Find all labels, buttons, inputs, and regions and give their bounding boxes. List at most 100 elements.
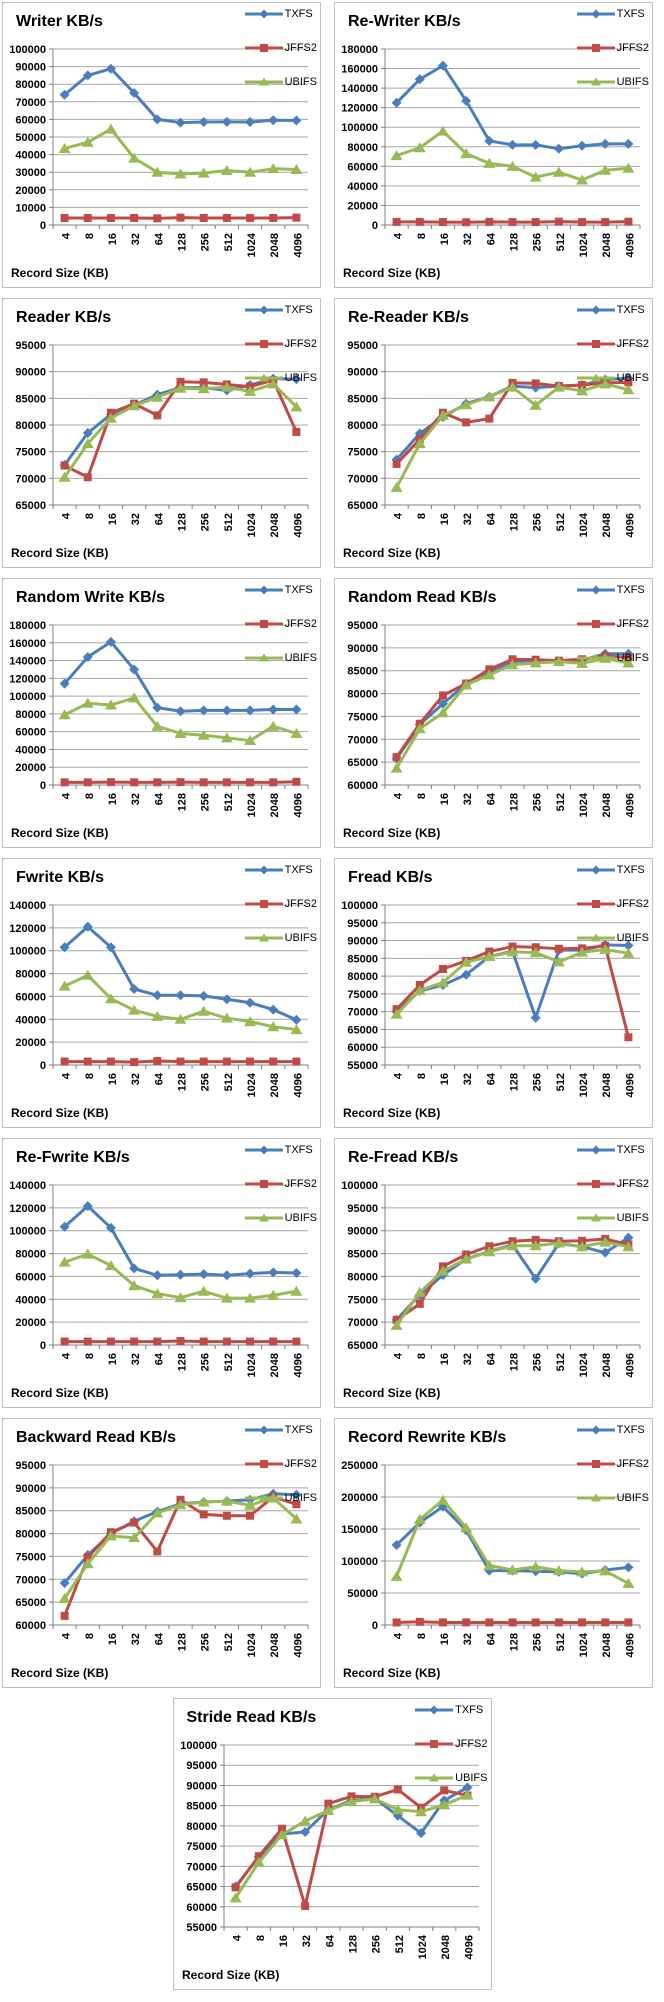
- svg-text:8: 8: [254, 1935, 266, 1941]
- legend-label: UBIFS: [616, 652, 649, 664]
- legend-item-txfs: TXFS: [576, 864, 649, 876]
- svg-text:8: 8: [416, 1633, 428, 1639]
- svg-text:60000: 60000: [347, 1042, 378, 1054]
- legend-key-triangle-icon: [576, 1213, 615, 1222]
- svg-text:2048: 2048: [269, 1633, 281, 1657]
- svg-text:70000: 70000: [347, 473, 378, 485]
- svg-text:128: 128: [509, 793, 521, 811]
- chart-fread: 55000 60000 65000 70000 75000 80000 85000 90000…: [334, 858, 653, 1128]
- svg-text:80000: 80000: [15, 420, 46, 432]
- svg-text:60000: 60000: [15, 114, 46, 126]
- chart-row-2: 65000 70000 75000 80000 85000 90000 95000 4 8 16 3…: [2, 298, 662, 568]
- plot-svg: 0 20000 40000 60000 80000 100000 120000 140000 1…: [9, 620, 309, 840]
- svg-text:1024: 1024: [578, 1632, 590, 1657]
- legend-key-diamond-icon: [576, 1145, 615, 1155]
- chart-title: Random Write KB/s: [16, 589, 166, 606]
- svg-text:4096: 4096: [292, 1633, 304, 1657]
- legend-label: JFFS2: [284, 898, 317, 910]
- chart-legend: TXFS JFFS2 UBIFS: [244, 1144, 317, 1246]
- legend-item-jffs2: JFFS2: [576, 42, 649, 54]
- svg-text:95000: 95000: [347, 1203, 378, 1215]
- svg-text:4: 4: [393, 232, 405, 239]
- svg-text:20000: 20000: [15, 1317, 46, 1329]
- x-axis-title: Record Size (KB): [343, 546, 440, 560]
- svg-text:1024: 1024: [246, 1632, 258, 1657]
- svg-text:1024: 1024: [246, 232, 258, 257]
- svg-text:1024: 1024: [578, 792, 590, 817]
- plot-svg: 65000 70000 75000 80000 85000 90000 95000 4 8 16 3…: [343, 340, 641, 560]
- svg-text:16: 16: [439, 793, 451, 805]
- series-ubifs: [58, 1248, 303, 1303]
- series-line: [396, 129, 629, 182]
- chart-row-7: 55000 60000 65000 70000 75000 80000 85000 90000…: [2, 1698, 662, 1990]
- svg-text:64: 64: [485, 1072, 497, 1085]
- legend-key-square-icon: [244, 1180, 283, 1188]
- svg-text:90000: 90000: [15, 62, 46, 74]
- svg-text:64: 64: [153, 792, 165, 805]
- legend-item-txfs: TXFS: [244, 8, 317, 20]
- x-axis-title: Record Size (KB): [182, 1968, 279, 1982]
- svg-text:256: 256: [200, 1353, 212, 1371]
- legend-item-jffs2: JFFS2: [244, 1178, 317, 1190]
- legend-key-square-icon: [576, 44, 615, 52]
- svg-text:256: 256: [532, 793, 544, 811]
- svg-text:100000: 100000: [341, 1180, 378, 1192]
- svg-text:256: 256: [200, 513, 212, 531]
- svg-text:128: 128: [177, 233, 189, 251]
- legend-item-txfs: TXFS: [244, 304, 317, 316]
- legend-key-diamond-icon: [244, 585, 283, 595]
- plot-svg: 55000 60000 65000 70000 75000 80000 85000 90000…: [341, 900, 641, 1120]
- svg-text:4: 4: [61, 1632, 73, 1639]
- svg-text:512: 512: [223, 1633, 235, 1651]
- svg-text:80000: 80000: [347, 971, 378, 983]
- svg-text:2048: 2048: [601, 1353, 613, 1377]
- legend-item-txfs: TXFS: [244, 1424, 317, 1436]
- legend-key-triangle-icon: [576, 77, 615, 86]
- svg-text:0: 0: [40, 220, 46, 232]
- svg-text:65000: 65000: [347, 757, 378, 769]
- plot-svg: 0 50000 100000 150000 200000 250000 4 8 16 32 64 12…: [341, 1460, 641, 1680]
- svg-text:85000: 85000: [347, 393, 378, 405]
- svg-text:180000: 180000: [9, 620, 46, 632]
- legend-item-jffs2: JFFS2: [244, 1458, 317, 1470]
- legend-item-txfs: TXFS: [576, 1424, 649, 1436]
- x-axis-title: Record Size (KB): [11, 266, 108, 280]
- chart-title: Reader KB/s: [16, 309, 112, 326]
- chart-record-rewrite: 0 50000 100000 150000 200000 250000 4 8 16 32 64 12…: [334, 1418, 653, 1688]
- series-jffs2: [60, 1337, 301, 1346]
- legend-item-ubifs: UBIFS: [414, 1772, 488, 1784]
- plot-svg: 0 20000 40000 60000 80000 100000 120000 140000 1…: [341, 44, 641, 280]
- svg-text:80000: 80000: [347, 689, 378, 701]
- chart-title: Stride Read KB/s: [186, 1709, 317, 1726]
- svg-text:128: 128: [177, 793, 189, 811]
- svg-text:100000: 100000: [9, 946, 46, 958]
- svg-text:4: 4: [393, 1072, 405, 1079]
- svg-text:85000: 85000: [347, 953, 378, 965]
- chart-title: Backward Read KB/s: [16, 1429, 177, 1446]
- chart-title: Re-Writer KB/s: [348, 13, 461, 30]
- svg-text:4096: 4096: [624, 513, 636, 537]
- series-jffs2: [392, 1617, 633, 1627]
- svg-text:8: 8: [416, 513, 428, 519]
- legend-label: JFFS2: [616, 42, 649, 54]
- svg-text:95000: 95000: [347, 620, 378, 632]
- x-axis-title: Record Size (KB): [343, 826, 440, 840]
- legend-item-ubifs: UBIFS: [576, 1212, 649, 1224]
- legend-item-txfs: TXFS: [576, 1144, 649, 1156]
- svg-text:8: 8: [84, 793, 96, 799]
- chart-row-5: 0 20000 40000 60000 80000 100000 120000 140000 4…: [2, 1138, 662, 1408]
- series-line: [64, 127, 297, 176]
- svg-text:2048: 2048: [269, 233, 281, 257]
- legend-key-square-icon: [244, 1460, 283, 1468]
- legend-key-triangle-icon: [576, 653, 615, 662]
- legend-label: JFFS2: [284, 618, 317, 630]
- svg-text:512: 512: [555, 1353, 567, 1371]
- x-axis-title: Record Size (KB): [11, 826, 108, 840]
- svg-text:80000: 80000: [15, 969, 46, 981]
- legend-key-triangle-icon: [244, 77, 283, 86]
- legend-key-diamond-icon: [244, 865, 283, 875]
- legend-label: JFFS2: [284, 42, 317, 54]
- svg-text:2048: 2048: [601, 513, 613, 537]
- series-txfs: [391, 60, 634, 154]
- svg-text:512: 512: [555, 793, 567, 811]
